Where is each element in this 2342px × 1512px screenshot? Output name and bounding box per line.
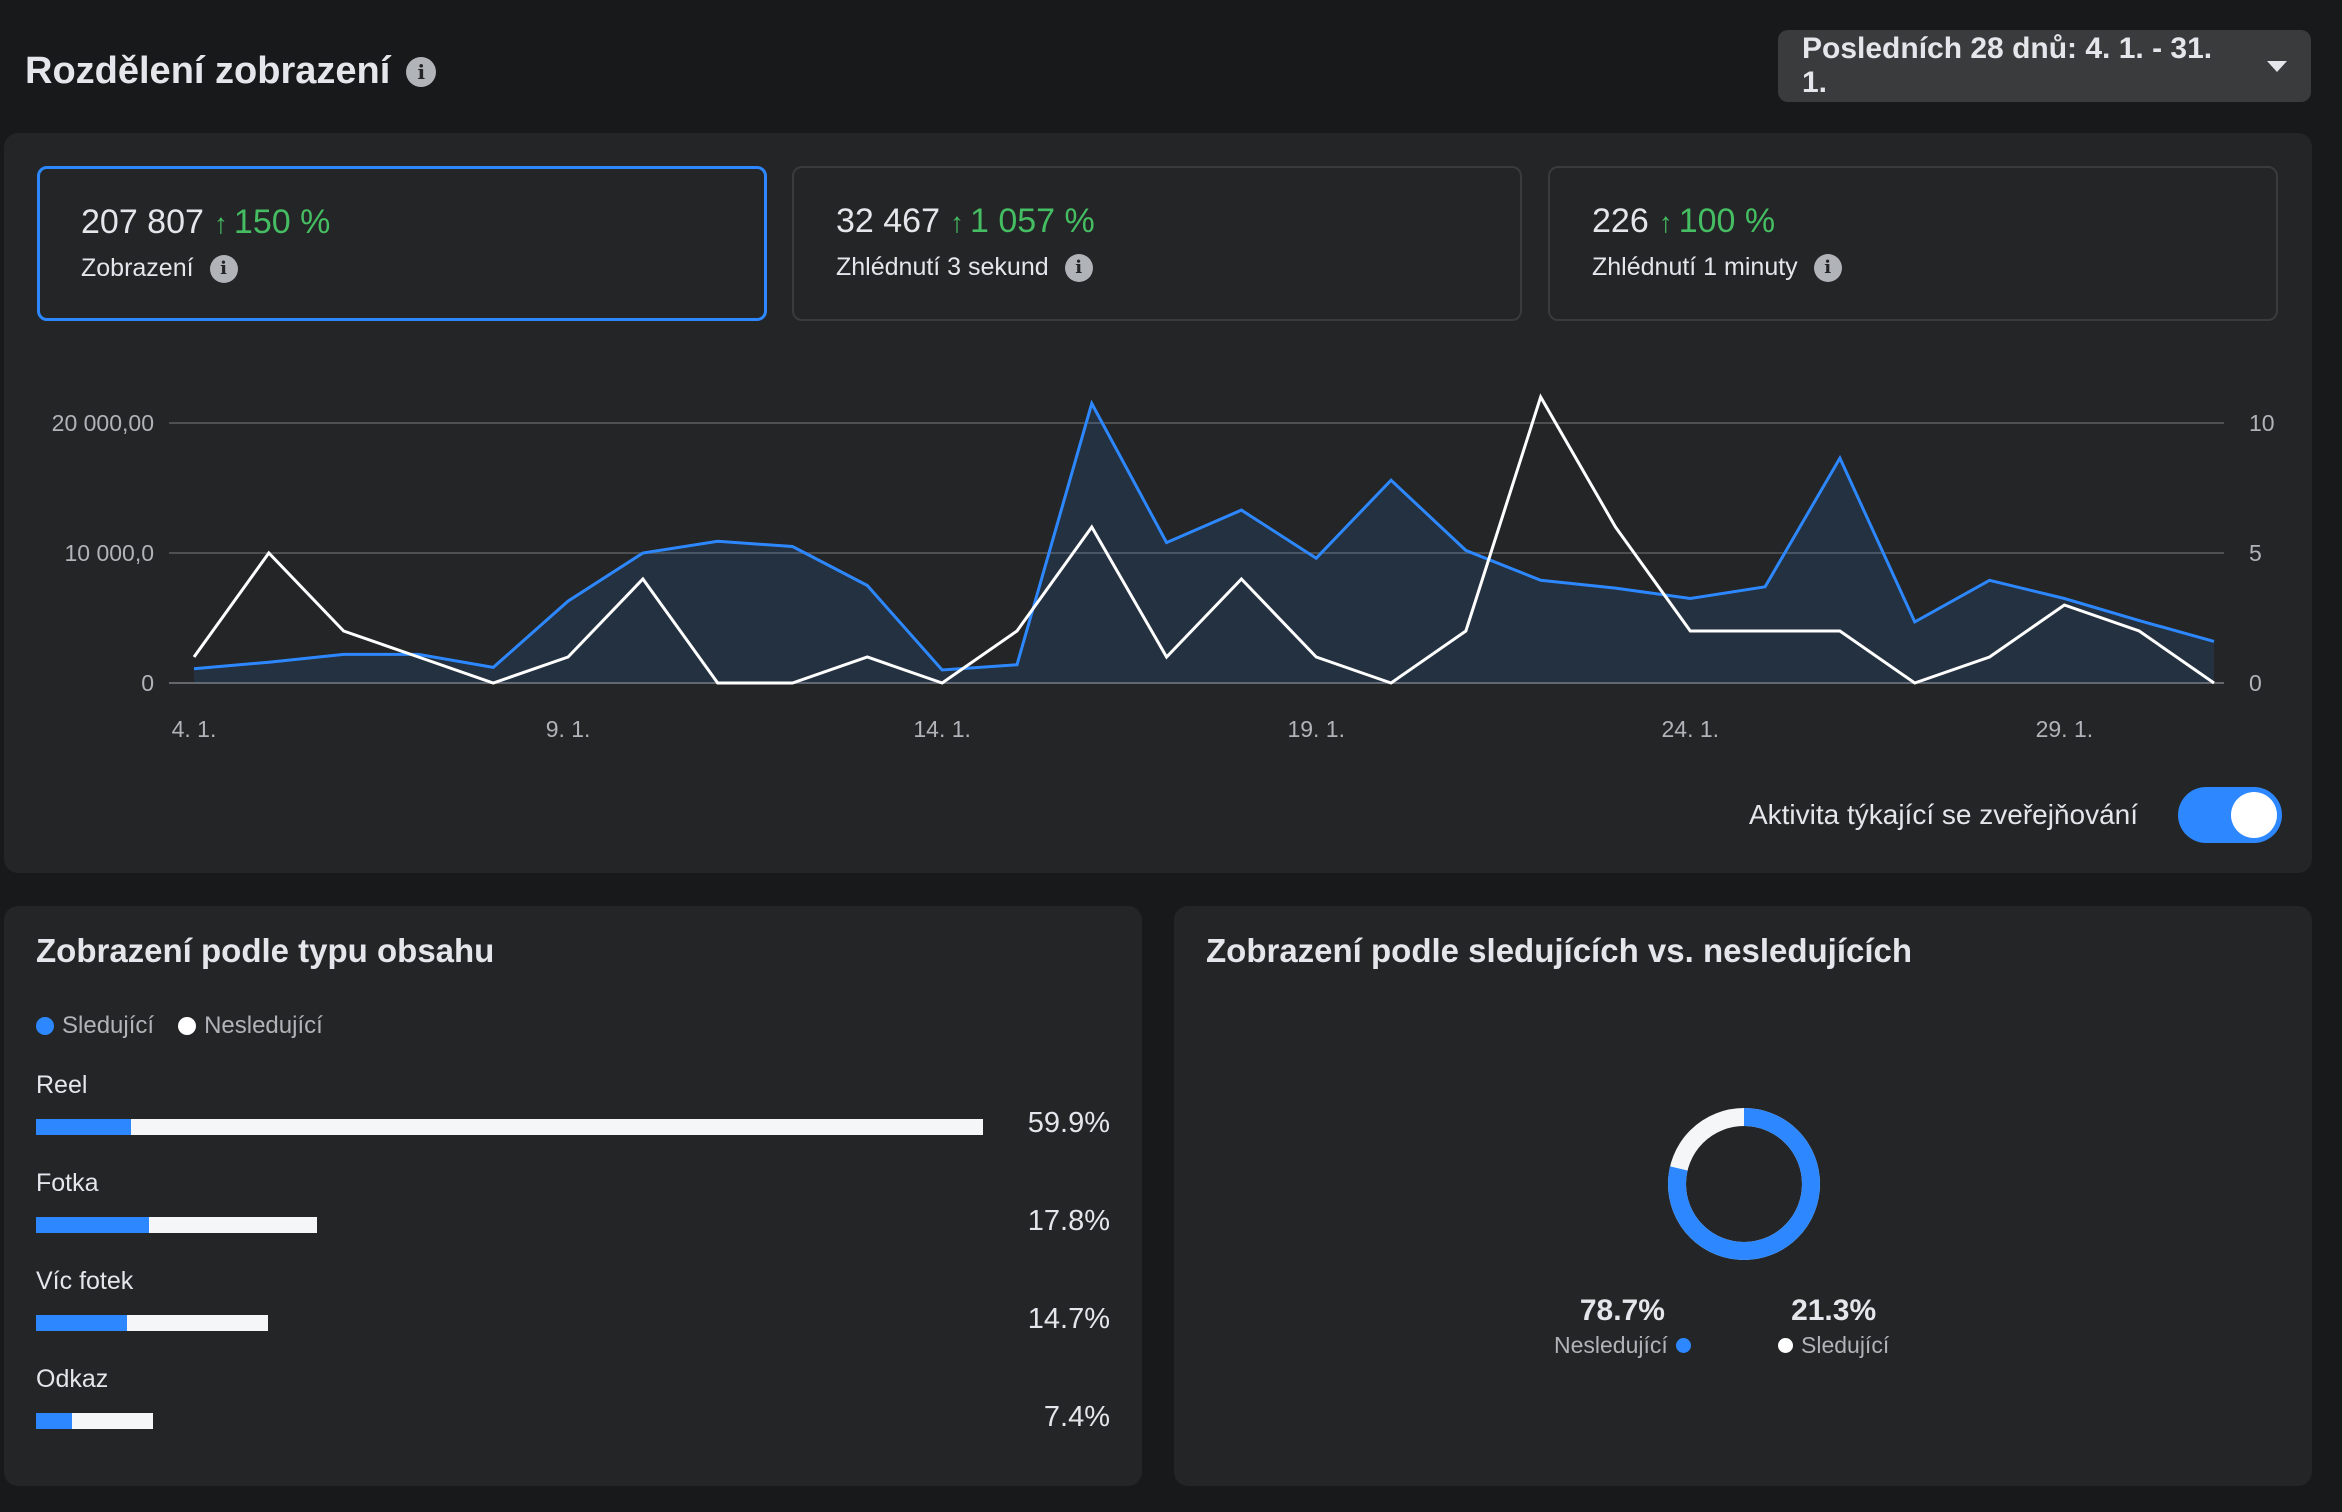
stat-label: Sledující: [1801, 1332, 1890, 1358]
series-line-views: [193, 399, 2215, 672]
metric-change: ↑ 1 057 %: [950, 202, 1095, 241]
y-right-tick-label: 10: [2249, 410, 2275, 436]
x-tick-label: 4. 1.: [172, 716, 217, 742]
bar-track: [36, 1413, 153, 1429]
bar-segment-non-followers: [148, 1217, 318, 1233]
metric-change-value: 1 057 %: [970, 202, 1095, 240]
date-range-dropdown[interactable]: Posledních 28 dnů: 4. 1. - 31. 1.: [1778, 30, 2311, 102]
arrow-up-icon: ↑: [213, 208, 228, 239]
stat-non-followers: 78.7% Nesledující: [1554, 1294, 1691, 1359]
bar-segment-followers: [36, 1413, 73, 1429]
y-left-tick-label: 20 000,00: [52, 410, 154, 436]
metric-label: Zhlédnutí 3 sekund: [836, 253, 1049, 281]
legend-label: Nesledující: [204, 1012, 323, 1039]
date-range-label: Posledních 28 dnů: 4. 1. - 31. 1.: [1802, 32, 2213, 99]
bar-percentage: 17.8%: [1027, 1205, 1110, 1237]
bar-percentage: 59.9%: [1027, 1107, 1110, 1139]
y-left-tick-label: 10 000,0: [64, 540, 154, 566]
metric-label: Zhlédnutí 1 minuty: [1592, 253, 1798, 281]
info-icon[interactable]: i: [1064, 253, 1093, 282]
stat-label: Nesledující: [1554, 1332, 1668, 1358]
bar-track: [36, 1217, 318, 1233]
content-type-row: Reel 59.9%: [36, 1071, 1110, 1139]
content-type-panel: Zobrazení podle typu obsahu Sledující Ne…: [4, 906, 1142, 1486]
stat-value: 21.3%: [1791, 1294, 1877, 1327]
posting-activity-row: Aktivita týkající se zveřejňování: [1749, 787, 2282, 843]
bar-segment-followers: [36, 1315, 127, 1331]
toggle-label: Aktivita týkající se zveřejňování: [1748, 799, 2138, 830]
x-tick-label: 14. 1.: [913, 716, 971, 742]
info-icon[interactable]: i: [209, 254, 238, 283]
bar-segment-non-followers: [72, 1413, 153, 1429]
arrow-up-icon: ↑: [950, 207, 964, 238]
legend-item-followers: Sledující: [36, 1012, 154, 1040]
stat-value: 78.7%: [1579, 1294, 1665, 1327]
caret-down-icon: [2267, 60, 2287, 72]
panel-title: Zobrazení podle sledujících vs. nesleduj…: [1206, 932, 1913, 969]
bar-segment-followers: [36, 1119, 131, 1135]
metric-change-value: 150 %: [233, 203, 331, 241]
donut-non-followers-arc: [1668, 1108, 1820, 1260]
page-title-text: Rozdělení zobrazení: [25, 50, 391, 92]
y-right-tick-label: 5: [2249, 540, 2262, 566]
content-type-row: Víc fotek 14.7%: [36, 1267, 1110, 1335]
bar-label: Víc fotek: [36, 1267, 134, 1295]
bar-track: [36, 1315, 269, 1331]
metric-card-3s-views[interactable]: 32 467 ↑ 1 057 % Zhlédnutí 3 sekund i: [792, 166, 1522, 321]
content-type-row: Fotka 17.8%: [36, 1169, 1110, 1237]
posting-activity-toggle[interactable]: [2178, 787, 2282, 843]
blue-dot-icon: [36, 1017, 54, 1035]
views-breakdown-panel: 207 807 ↑ 150 % Zobrazení i 32 467 ↑ 1 0…: [4, 133, 2312, 873]
stat-followers: 21.3% Sledující: [1778, 1294, 1889, 1359]
bar-label: Fotka: [36, 1169, 99, 1197]
followers-donut-chart: [1668, 1108, 1820, 1260]
legend-item-non-followers: Nesledující: [178, 1012, 323, 1040]
metric-card-views[interactable]: 207 807 ↑ 150 % Zobrazení i: [37, 166, 767, 321]
series-area-views: [194, 403, 2214, 683]
metric-value: 226: [1592, 202, 1649, 240]
page-title: Rozdělení zobrazení i: [25, 50, 437, 93]
metric-label: Zobrazení: [81, 254, 194, 282]
metric-value: 32 467: [836, 202, 940, 240]
bar-track: [36, 1119, 983, 1135]
bar-label: Odkaz: [36, 1365, 109, 1393]
info-icon[interactable]: i: [1813, 253, 1842, 282]
legend: Sledující Nesledující: [36, 1012, 323, 1040]
legend-label: Sledující: [62, 1012, 155, 1039]
bar-percentage: 7.4%: [1043, 1401, 1110, 1433]
arrow-up-icon: ↑: [1658, 207, 1673, 238]
metric-card-1min-views[interactable]: 226 ↑ 100 % Zhlédnutí 1 minuty i: [1548, 166, 2278, 321]
x-tick-label: 29. 1.: [2036, 716, 2094, 742]
white-dot-icon: [178, 1017, 197, 1035]
metric-change: ↑ 150 %: [214, 203, 330, 242]
content-type-row: Odkaz 7.4%: [36, 1365, 1110, 1433]
x-tick-label: 19. 1.: [1287, 716, 1345, 742]
y-right-tick-label: 0: [2249, 670, 2262, 696]
bar-percentage: 14.7%: [1027, 1303, 1110, 1335]
toggle-knob: [2231, 792, 2277, 838]
bar-segment-followers: [36, 1217, 149, 1233]
panel-title: Zobrazení podle typu obsahu: [36, 932, 495, 969]
blue-dot-icon: [1675, 1338, 1691, 1353]
metric-change-value: 100 %: [1678, 202, 1776, 240]
followers-panel: Zobrazení podle sledujících vs. nesleduj…: [1174, 906, 2312, 1486]
bar-segment-non-followers: [126, 1315, 269, 1331]
info-icon[interactable]: i: [406, 56, 437, 87]
bar-label: Reel: [36, 1071, 88, 1099]
bar-segment-non-followers: [130, 1119, 983, 1135]
series-line-posting-activity: [192, 393, 2215, 685]
metric-change: ↑ 100 %: [1659, 202, 1775, 241]
white-dot-icon: [1778, 1338, 1793, 1353]
x-tick-label: 9. 1.: [546, 716, 591, 742]
x-tick-label: 24. 1.: [1662, 716, 1720, 742]
metric-value: 207 807: [81, 203, 204, 241]
views-line-chart: 0 10 000,0 20 000,00 0 5 10 4. 1. 9. 1. 14. 1. 19…: [52, 393, 2275, 742]
y-left-tick-label: 0: [141, 670, 154, 696]
